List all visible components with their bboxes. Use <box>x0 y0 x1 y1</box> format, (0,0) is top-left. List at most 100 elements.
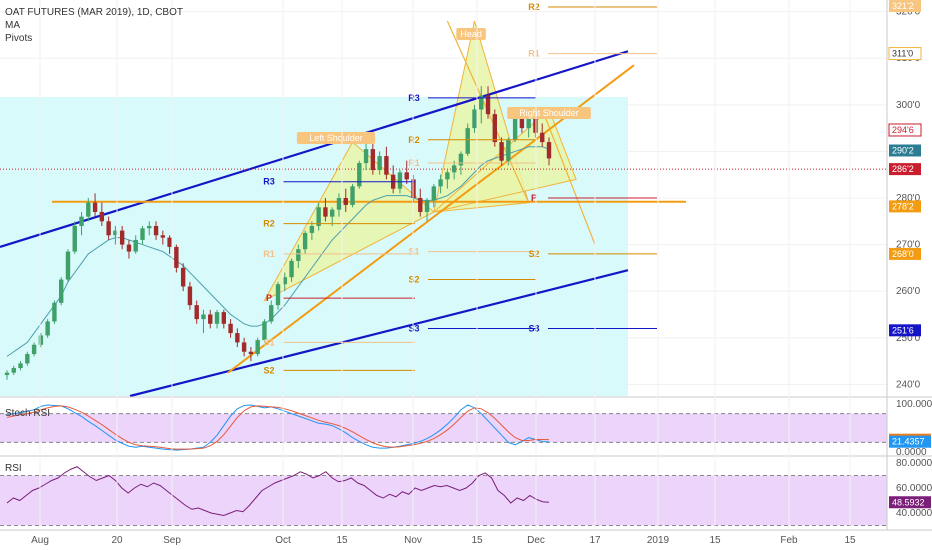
candle-body <box>377 156 382 171</box>
candle-body <box>357 163 362 187</box>
price-tick-label: 270'0 <box>896 240 921 251</box>
pivot-label-r1: R1 <box>263 249 275 259</box>
candle-body <box>79 216 84 226</box>
candle-body <box>72 225 77 252</box>
candle-body <box>526 116 531 129</box>
candle-body <box>323 207 328 217</box>
candle-body <box>343 198 348 205</box>
candle-body <box>350 186 355 205</box>
stoch-value-tag: 21.4357 <box>892 437 925 447</box>
candle-body <box>174 246 179 268</box>
pivot-label-r3: R3 <box>408 93 420 103</box>
candle-body <box>45 321 50 336</box>
candle-body <box>59 279 64 303</box>
candle-body <box>194 305 199 320</box>
candle-body <box>363 149 369 164</box>
candle-body <box>506 139 511 161</box>
price-tick-label: 280'0 <box>896 193 921 204</box>
candle-body <box>275 284 281 306</box>
candle-body <box>445 172 450 180</box>
price-tag: 321'2 <box>892 1 914 11</box>
candle-body <box>18 363 23 369</box>
candle-body <box>546 142 552 159</box>
time-tick-label: Dec <box>527 535 545 546</box>
candle-body <box>397 172 403 189</box>
annotation-left-shoulder: Left Shoulder <box>309 133 363 143</box>
candle-body <box>38 335 44 345</box>
rsi-line <box>6 466 550 517</box>
candle-body <box>126 244 132 252</box>
pivot-label-s2: S2 <box>263 365 274 375</box>
candle-body <box>180 267 186 287</box>
rsi-pane-label[interactable]: RSI <box>5 463 22 474</box>
candle-body <box>221 312 226 324</box>
candle-body <box>201 314 206 320</box>
candle-body <box>269 305 274 322</box>
pivot-label-s3: S3 <box>528 323 539 333</box>
price-tag-bg <box>888 123 922 137</box>
pivot-label-r2: R2 <box>263 219 275 229</box>
candle-body <box>92 202 98 212</box>
price-tag: 286'2 <box>892 164 914 174</box>
indicator-ma-label[interactable]: MA <box>5 20 20 31</box>
candle-body <box>540 132 545 143</box>
time-tick-label: 15 <box>471 535 483 546</box>
time-tick-label: 20 <box>111 535 123 546</box>
price-tag: 290'2 <box>892 145 914 155</box>
candle-body <box>512 114 518 140</box>
candle-body <box>296 249 301 261</box>
time-tick-label: Nov <box>404 535 422 546</box>
candle-body <box>533 116 538 133</box>
candle-body <box>316 207 321 226</box>
time-tick-label: Aug <box>31 535 49 546</box>
candle-body <box>147 225 152 229</box>
price-tick-label: 320'0 <box>896 7 921 18</box>
candle-body <box>492 114 497 143</box>
pivot-label-s2: S2 <box>528 249 539 259</box>
candle-body <box>119 230 125 245</box>
time-tick-label: 15 <box>709 535 721 546</box>
time-tick-label: Oct <box>275 535 291 546</box>
price-tag: 268'0 <box>892 249 914 259</box>
annotation-head-box <box>456 28 486 40</box>
candle-body <box>133 239 138 252</box>
candle-body <box>431 186 437 201</box>
price-tag-bg <box>888 47 922 61</box>
pivot-label-s2: S2 <box>408 275 419 285</box>
candle-body <box>99 211 105 222</box>
candle-body <box>485 95 491 115</box>
candle-body <box>451 165 457 173</box>
pivot-label-p: P <box>266 293 272 303</box>
candle-body <box>330 209 335 217</box>
rsi-tick-label: 80.0000 <box>896 458 932 469</box>
candle-body <box>519 114 525 129</box>
rsi-value-tag: 48.5932 <box>892 497 925 507</box>
candle-body <box>499 142 504 161</box>
candle-body <box>438 179 443 187</box>
candle-body <box>418 198 423 212</box>
annotation-right-shoulder-box <box>507 107 591 119</box>
price-tag-bg <box>889 324 921 337</box>
rsi-value-tag-bg <box>889 496 931 509</box>
pivot-label-r1: R1 <box>528 49 540 59</box>
stoch-rsi-pane-label[interactable]: Stoch RSI <box>5 408 51 419</box>
pivot-label-r2: R2 <box>408 135 420 145</box>
candle-body <box>262 321 267 341</box>
candle-body <box>302 232 308 250</box>
candle-body <box>241 342 247 352</box>
candle-body <box>4 372 10 376</box>
candle-body <box>289 260 294 278</box>
pivot-label-p: P <box>531 193 537 203</box>
candle-body <box>160 235 166 238</box>
candle-body <box>336 198 342 210</box>
time-tick-label: 2019 <box>647 535 670 546</box>
price-tag: 294'6 <box>892 125 914 135</box>
candle-body <box>309 225 315 233</box>
candle-body <box>167 237 172 247</box>
candle-body <box>140 228 145 240</box>
indicator-pivots-label[interactable]: Pivots <box>5 33 33 44</box>
price-tag-bg <box>889 163 921 176</box>
candle-body <box>282 277 287 285</box>
candle-body <box>255 340 260 355</box>
